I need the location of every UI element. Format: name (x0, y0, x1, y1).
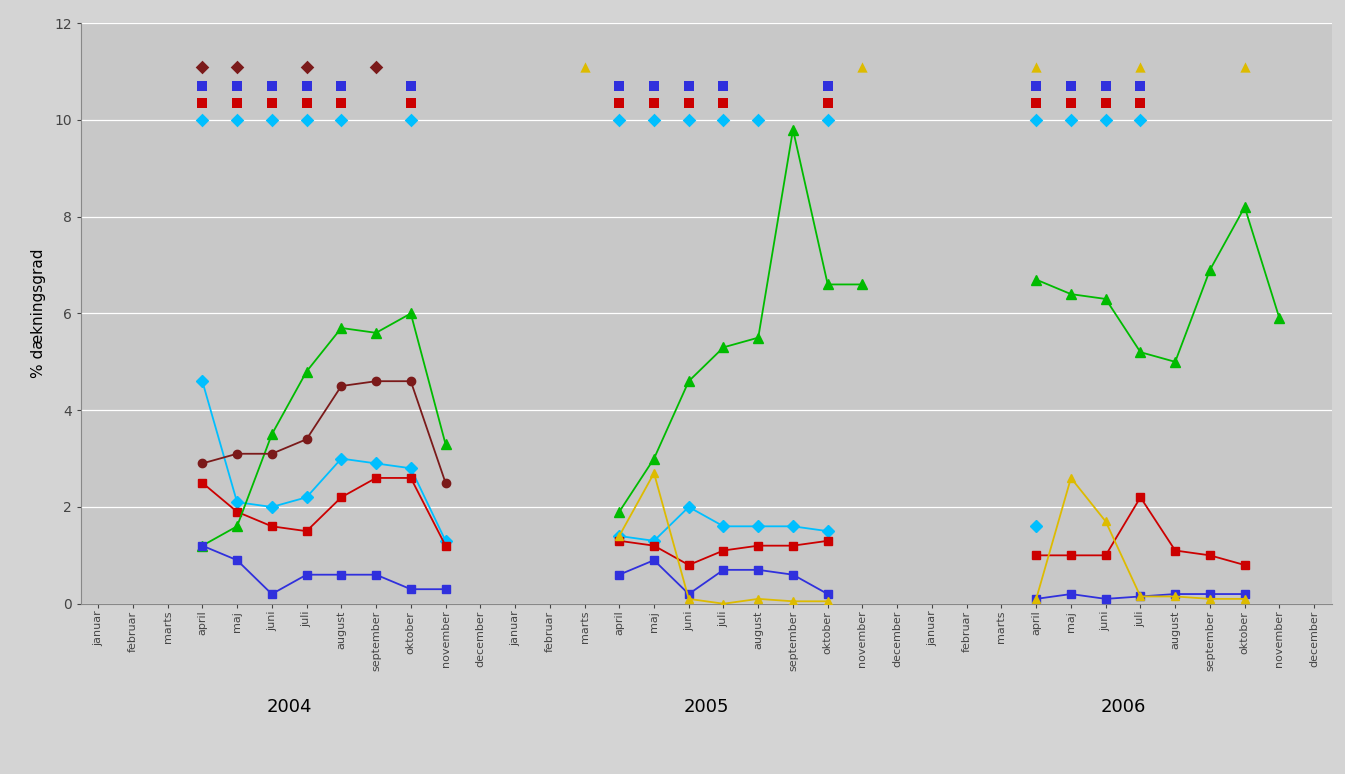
Point (331, 97, 352, 109)
Point (366, 60, 387, 73)
Point (399, 114, 421, 126)
Point (1095, 114, 1116, 126)
Point (713, 80, 734, 92)
Text: 2004: 2004 (266, 698, 312, 716)
Text: 2005: 2005 (683, 698, 729, 716)
Point (226, 80, 247, 92)
Point (643, 80, 664, 92)
Point (608, 97, 629, 109)
Point (296, 97, 317, 109)
Point (851, 60, 873, 73)
Point (643, 114, 664, 126)
Point (296, 80, 317, 92)
Point (1060, 97, 1081, 109)
Point (226, 97, 247, 109)
Point (1130, 97, 1151, 109)
Point (261, 97, 282, 109)
Point (1025, 60, 1046, 73)
Point (1060, 80, 1081, 92)
Text: 2006: 2006 (1100, 698, 1146, 716)
Point (678, 80, 699, 92)
Y-axis label: % dækningsgrad: % dækningsgrad (31, 248, 46, 378)
Point (816, 80, 838, 92)
Point (191, 97, 213, 109)
Point (816, 114, 838, 126)
Point (399, 80, 421, 92)
Point (261, 114, 282, 126)
Point (1060, 114, 1081, 126)
Point (678, 114, 699, 126)
Point (331, 80, 352, 92)
Point (191, 114, 213, 126)
Point (1130, 114, 1151, 126)
Point (399, 97, 421, 109)
Point (748, 114, 769, 126)
Point (226, 114, 247, 126)
Point (296, 60, 317, 73)
Point (1130, 60, 1151, 73)
Point (226, 60, 247, 73)
Point (331, 114, 352, 126)
Point (574, 60, 596, 73)
Legend: Damp, Flammer, Ubehandlet, Hedvand, Round-Up, Børstning: Damp, Flammer, Ubehandlet, Hedvand, Roun… (331, 773, 1081, 774)
Point (1025, 97, 1046, 109)
Point (191, 60, 213, 73)
Point (678, 97, 699, 109)
Point (261, 80, 282, 92)
Point (608, 114, 629, 126)
Point (643, 97, 664, 109)
Point (1130, 80, 1151, 92)
Point (713, 97, 734, 109)
Point (1025, 80, 1046, 92)
Point (1233, 60, 1255, 73)
Point (296, 114, 317, 126)
Point (1025, 114, 1046, 126)
Point (1095, 97, 1116, 109)
Point (1095, 80, 1116, 92)
Point (608, 80, 629, 92)
Point (713, 114, 734, 126)
Point (816, 97, 838, 109)
Point (191, 80, 213, 92)
